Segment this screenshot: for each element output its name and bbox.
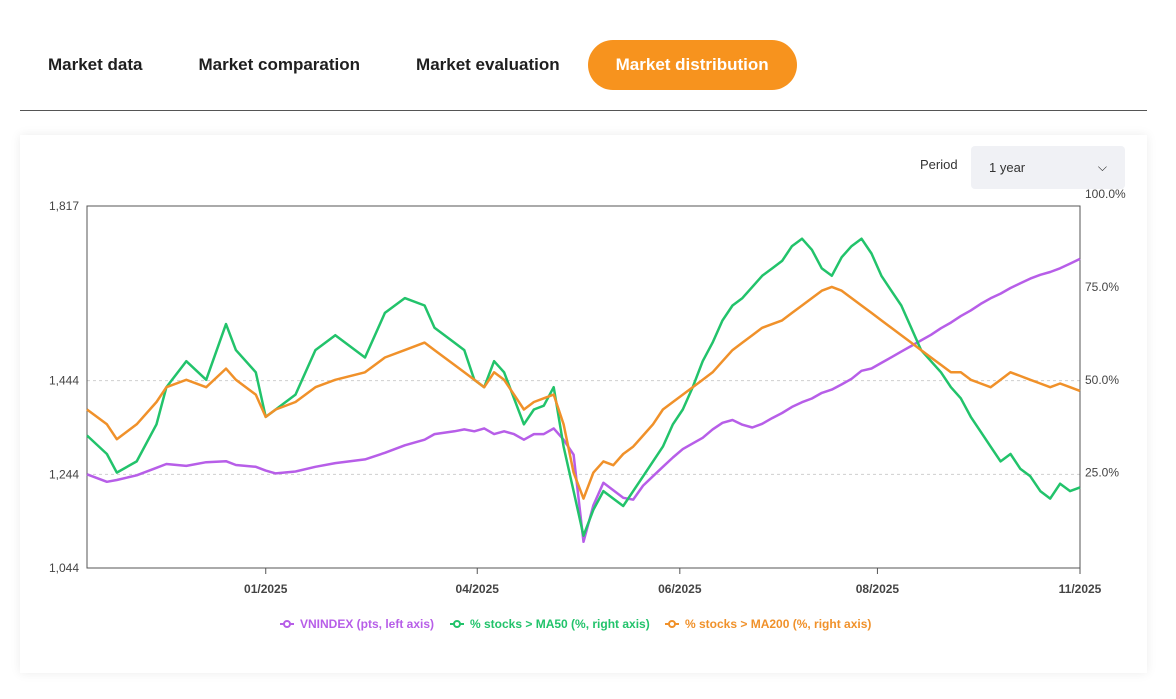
left-axis-ticks: 1,044 1,244 1,444 1,817 [49,199,79,575]
right-tick-label: 25.0% [1085,466,1119,480]
period-select[interactable]: 1 year ⌵ [971,146,1125,189]
series-lines [86,237,1081,544]
tab-market-evaluation[interactable]: Market evaluation [416,55,560,74]
tab-bar: Market data Market comparation Market ev… [20,38,797,92]
legend: VNINDEX (pts, left axis) % stocks > MA50 … [280,617,871,631]
tab-market-comparation[interactable]: Market comparation [198,55,361,74]
chevron-down-icon: ⌵ [1097,160,1107,174]
right-tick-label: 75.0% [1085,280,1119,294]
right-tick-label: 50.0% [1085,373,1119,387]
period-select-value: 1 year [989,160,1026,175]
tab-market-data[interactable]: Market data [48,55,143,74]
x-tick-label: 11/2025 [1059,582,1102,596]
x-axis-ticks: 01/2025 04/2025 06/2025 08/2025 11/2025 [244,568,1102,596]
series-line-ma200 [86,285,1081,500]
x-tick-label: 08/2025 [856,582,900,596]
series-line-ma50 [86,237,1081,537]
legend-label: % stocks > MA200 (%, right axis) [685,617,871,631]
left-tick-label: 1,044 [49,561,79,575]
plot-area-border [86,205,1081,569]
legend-label: VNINDEX (pts, left axis) [300,617,434,631]
grid-lines [87,205,1080,475]
x-tick-label: 06/2025 [658,582,702,596]
x-tick-label: 04/2025 [456,582,500,596]
series-line-vnindex [86,257,1081,544]
chart: 1,044 1,244 1,444 1,817 25.0% 50.0% 75.0% 100.… [49,187,1126,631]
legend-marker [283,620,291,628]
left-tick-label: 1,817 [49,199,79,213]
right-axis-ticks: 25.0% 50.0% 75.0% 100.0% [1085,187,1126,479]
x-tick-label: 01/2025 [244,582,288,596]
legend-label: % stocks > MA50 (%, right axis) [470,617,650,631]
left-tick-label: 1,444 [49,374,79,388]
legend-marker [668,620,676,628]
period-label: Period [920,157,958,172]
left-tick-label: 1,244 [49,467,79,481]
tab-divider [20,110,1147,111]
chart-card: Period 1 year ⌵ 1,044 1,244 1,444 1,817 25.… [20,135,1147,673]
legend-marker [453,620,461,628]
right-tick-label: 100.0% [1085,187,1126,201]
tab-market-distribution[interactable]: Market distribution [587,40,797,90]
